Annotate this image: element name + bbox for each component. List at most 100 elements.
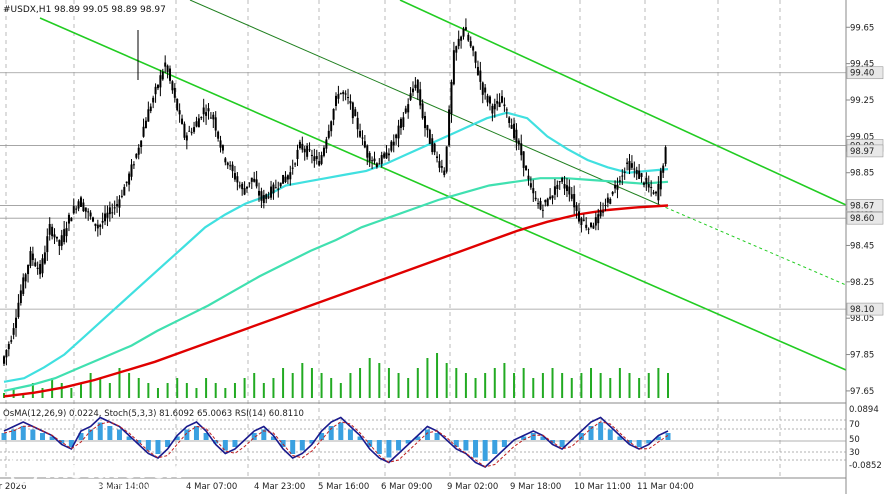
candle-body (541, 209, 544, 211)
volume-bar (41, 388, 44, 398)
candle-body (255, 179, 258, 187)
candle-body (452, 50, 455, 85)
candle-body (455, 46, 458, 53)
candle-body (209, 117, 212, 119)
candle-body (294, 163, 297, 165)
candle-body (286, 175, 289, 180)
price-tick-label: 98.85 (850, 169, 874, 179)
price-level-box (846, 302, 884, 316)
candle-body (106, 212, 109, 218)
candle-body (325, 139, 328, 149)
candle-body (116, 204, 119, 207)
candle-body (229, 165, 232, 167)
candle-body (65, 228, 68, 237)
candle-body (537, 203, 540, 205)
volume-bar (503, 363, 506, 398)
candle-body (590, 222, 593, 227)
candle-body (645, 177, 648, 185)
volume-bar (445, 363, 448, 398)
candle-body (363, 141, 366, 148)
osma-bar (193, 426, 199, 440)
candle-body (546, 198, 549, 206)
candle-body (258, 190, 261, 196)
candle-body (241, 183, 244, 190)
volume-bar (570, 378, 573, 398)
candle-body (142, 126, 145, 137)
candle-body (347, 97, 350, 99)
candle-body (654, 191, 657, 194)
volume-bar (590, 368, 593, 398)
candle-body (118, 199, 121, 208)
candle-body (92, 217, 95, 222)
candle-body (561, 178, 564, 182)
candle-body (474, 51, 477, 63)
price-level-box (846, 211, 884, 225)
candle-body (556, 184, 559, 190)
candle-body (409, 93, 412, 100)
candle-body (486, 95, 489, 103)
candle-body (563, 183, 566, 189)
candle-body (467, 34, 470, 41)
candle-body (104, 213, 107, 222)
candle-body (611, 191, 614, 195)
candle-body (277, 188, 280, 190)
candle-body (445, 146, 448, 172)
candle-body (31, 253, 34, 260)
volume-bar (667, 373, 669, 398)
volume-bar (349, 373, 352, 398)
osma-bar (396, 440, 402, 451)
candle-body (443, 170, 446, 176)
candle-body (402, 117, 405, 128)
osma-bar (646, 440, 652, 444)
candle-body (313, 156, 316, 161)
candle-body (197, 118, 200, 128)
osma-bar (636, 440, 642, 447)
svg-text:instaforex: instaforex (44, 456, 182, 484)
volume-bar (330, 378, 333, 398)
osma-bar (88, 429, 94, 440)
volume-bar (599, 373, 602, 398)
candle-body (407, 104, 410, 113)
instaforex-logo: instaforex Instant Forex Trading (8, 454, 182, 493)
candle-body (380, 155, 383, 164)
candle-body (19, 290, 22, 304)
osma-bar (588, 426, 594, 440)
indicator-tick-label: -0.0852 (849, 461, 882, 471)
osma-bar (213, 440, 219, 444)
candle-body (525, 165, 528, 171)
osma-bar (617, 436, 623, 440)
candle-body (262, 195, 265, 203)
candle-body (55, 236, 58, 239)
candle-body (330, 121, 333, 132)
candle-body (156, 84, 159, 89)
candle-body (351, 102, 354, 119)
volume-bar (185, 383, 188, 398)
candle-body (274, 187, 277, 189)
candle-body (53, 234, 56, 238)
candle-body (575, 205, 578, 212)
candle-body (354, 109, 357, 117)
candle-body (457, 38, 460, 47)
candle-body (618, 180, 621, 182)
candle-body (650, 186, 653, 188)
candle-body (181, 118, 184, 124)
candle-body (597, 214, 600, 224)
candle-body (43, 252, 46, 264)
osma-bar (232, 440, 238, 447)
price-axis: 99.6599.4599.2599.0598.8598.6598.4598.25… (846, 23, 884, 397)
candle-body (41, 258, 44, 274)
candle-body (616, 184, 619, 190)
candle-body (279, 182, 282, 187)
candle-body (27, 264, 30, 275)
time-tick-label: 4 Mar 07:00 (186, 482, 237, 492)
time-tick-label: 6 Mar 09:00 (381, 482, 432, 492)
price-tick-label: 98.25 (850, 278, 874, 288)
candle-body (12, 328, 15, 335)
candle-body (626, 162, 629, 164)
candle-body (481, 82, 484, 95)
candle-body (385, 152, 388, 159)
candle-body (426, 125, 429, 131)
volume-bar (272, 378, 275, 398)
volume-bar (551, 368, 554, 398)
candle-body (491, 105, 494, 114)
